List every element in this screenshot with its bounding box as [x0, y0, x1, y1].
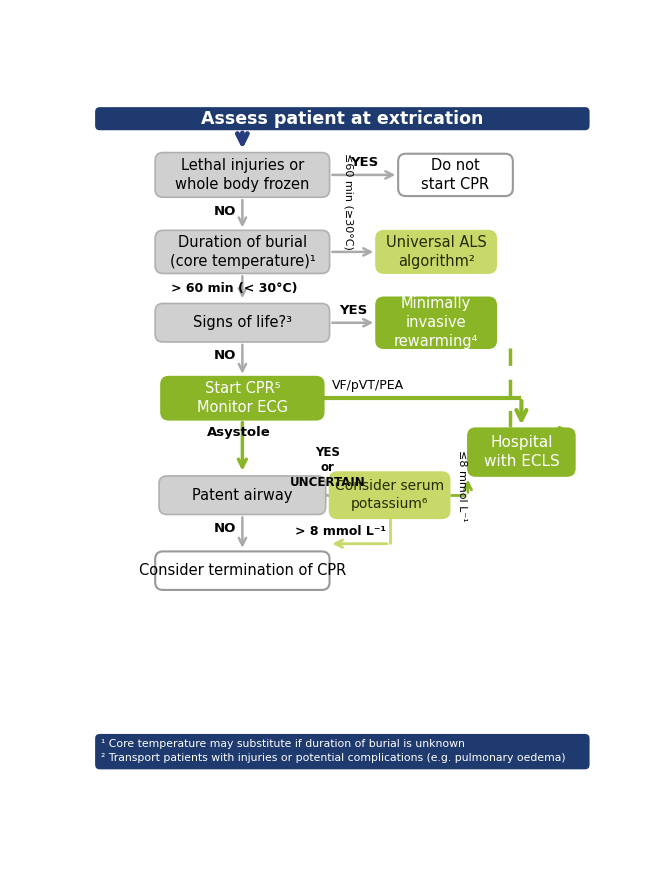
Text: NO: NO: [214, 522, 236, 535]
FancyBboxPatch shape: [95, 107, 590, 130]
Text: Patent airway: Patent airway: [192, 488, 293, 502]
FancyBboxPatch shape: [376, 231, 496, 273]
Text: YES: YES: [339, 304, 367, 317]
Text: NO: NO: [214, 204, 236, 217]
Text: YES
or
UNCERTAIN: YES or UNCERTAIN: [290, 446, 365, 489]
Text: Asystole: Asystole: [206, 426, 271, 439]
Text: > 8 mmol L⁻¹: > 8 mmol L⁻¹: [295, 524, 385, 538]
Text: VF/pVT/PEA: VF/pVT/PEA: [331, 379, 403, 392]
Text: Start CPR⁵
Monitor ECG: Start CPR⁵ Monitor ECG: [197, 381, 288, 415]
FancyBboxPatch shape: [159, 476, 326, 515]
FancyBboxPatch shape: [95, 734, 590, 769]
Text: Lethal injuries or
whole body frozen: Lethal injuries or whole body frozen: [175, 158, 309, 192]
FancyBboxPatch shape: [161, 377, 324, 420]
FancyBboxPatch shape: [155, 304, 329, 342]
Text: Universal ALS
algorithm²: Universal ALS algorithm²: [385, 235, 486, 269]
FancyBboxPatch shape: [155, 231, 329, 274]
Text: ≤60 min (≥30°C): ≤60 min (≥30°C): [344, 153, 354, 250]
Text: Minimally
invasive
rewarming⁴: Minimally invasive rewarming⁴: [394, 296, 478, 349]
Text: ≤8 mmol L⁻¹: ≤8 mmol L⁻¹: [457, 450, 467, 522]
Text: Signs of life?³: Signs of life?³: [193, 315, 292, 330]
FancyBboxPatch shape: [155, 552, 329, 590]
Text: ² Transport patients with injuries or potential complications (e.g. pulmonary oe: ² Transport patients with injuries or po…: [101, 752, 565, 763]
Text: Do not
start CPR: Do not start CPR: [422, 158, 490, 192]
FancyBboxPatch shape: [468, 429, 575, 476]
FancyBboxPatch shape: [155, 152, 329, 197]
Text: NO: NO: [214, 348, 236, 362]
Text: ¹ Core temperature may substitute if duration of burial is unknown: ¹ Core temperature may substitute if dur…: [101, 739, 464, 749]
Text: > 60 min (< 30°C): > 60 min (< 30°C): [172, 282, 298, 296]
Text: Consider serum
potassium⁶: Consider serum potassium⁶: [335, 480, 444, 511]
FancyBboxPatch shape: [329, 472, 450, 518]
Text: Consider termination of CPR: Consider termination of CPR: [139, 563, 346, 578]
FancyBboxPatch shape: [398, 154, 513, 196]
Text: Assess patient at extrication: Assess patient at extrication: [201, 110, 484, 128]
Text: YES: YES: [350, 156, 378, 169]
Text: Hospital
with ECLS: Hospital with ECLS: [484, 435, 559, 469]
FancyBboxPatch shape: [376, 297, 496, 348]
Text: Duration of burial
(core temperature)¹: Duration of burial (core temperature)¹: [170, 235, 315, 269]
